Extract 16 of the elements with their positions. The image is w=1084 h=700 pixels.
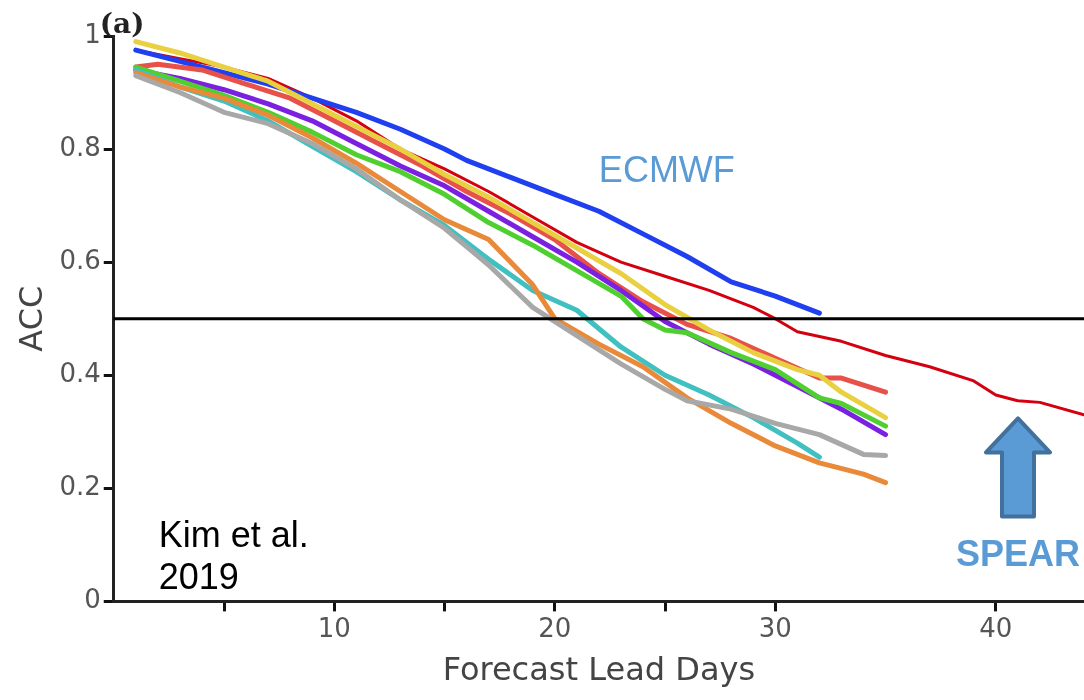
x-tick-label: 10 (317, 612, 351, 643)
y-axis-title: ACC (11, 285, 50, 352)
annotation: (a) (99, 7, 145, 41)
y-tick-label: 0.6 (59, 244, 101, 275)
annotation: SPEAR (955, 533, 1080, 575)
x-tick-label: 30 (758, 612, 792, 643)
annotation: Kim et al. 2019 (158, 514, 309, 598)
y-tick-label: 0.2 (59, 471, 101, 502)
x-tick-label: 40 (979, 612, 1013, 643)
x-tick-label: 20 (538, 612, 572, 643)
y-tick-label: 0.8 (59, 131, 101, 162)
annotation: ECMWF (598, 148, 735, 190)
x-axis-title: Forecast Lead Days (442, 650, 756, 689)
y-tick-label: 1 (84, 18, 101, 49)
y-tick-label: 0 (84, 584, 101, 615)
y-tick-label: 0.4 (59, 357, 101, 388)
